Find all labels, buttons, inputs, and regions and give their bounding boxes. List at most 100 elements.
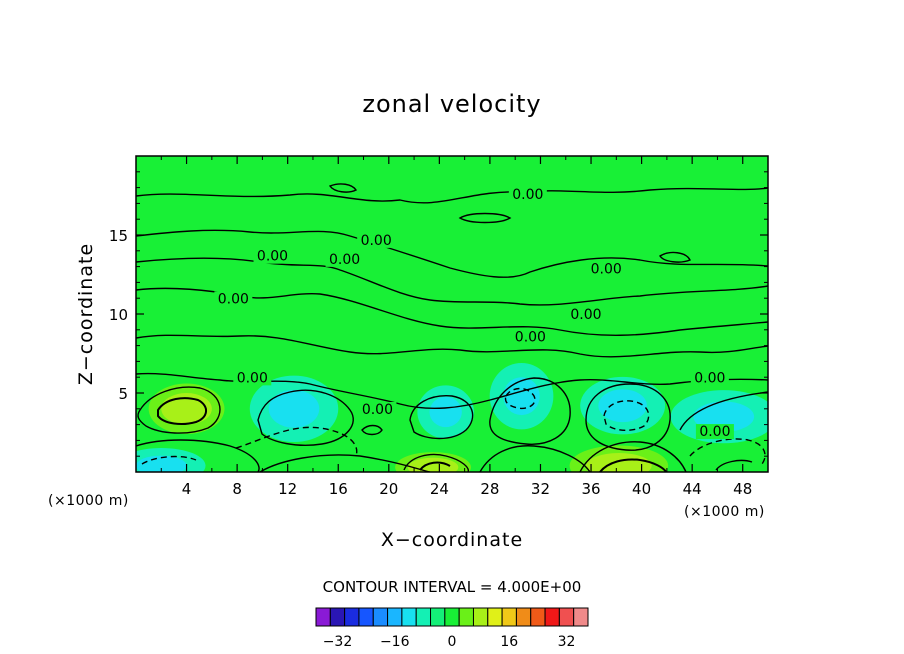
chart-title: zonal velocity <box>362 90 541 118</box>
contour-line <box>409 395 474 440</box>
x-tick-label: 44 <box>683 480 702 498</box>
field-core-negative-inner <box>429 396 462 428</box>
contour-line <box>136 229 768 278</box>
colorbar-swatch <box>387 607 403 627</box>
contour-label-bg <box>253 248 292 264</box>
contour-label-bg <box>695 424 734 440</box>
contour-line <box>585 383 671 451</box>
contour-line <box>235 426 358 457</box>
contour-label-text: 0.00 <box>362 402 393 418</box>
colorbar-tick-label: −16 <box>380 634 410 650</box>
contour-line <box>489 377 571 445</box>
y-axis-ticks: 5 10 15 <box>109 171 768 457</box>
contour-line <box>259 454 431 472</box>
colorbar-swatch <box>444 607 460 627</box>
field-core-negative-inner <box>268 389 320 428</box>
contour-label-text: 0.00 <box>570 307 601 323</box>
colorbar-swatch <box>401 607 417 627</box>
contour-label-bg <box>357 232 396 248</box>
colorbar-swatch <box>329 607 346 627</box>
contour-label-bg <box>566 307 605 323</box>
y-tick-label: 5 <box>118 385 128 403</box>
contour-lines <box>136 183 768 472</box>
contour-line <box>136 334 768 358</box>
colorbar-swatch <box>515 607 532 627</box>
contour-label-text: 0.00 <box>699 424 730 440</box>
x-tick-label: 48 <box>733 480 752 498</box>
x-tick-label: 8 <box>232 480 242 498</box>
contour-label-text: 0.00 <box>237 370 268 386</box>
contour-line <box>504 387 536 410</box>
contour-label: 0.00 <box>690 370 729 386</box>
colorbar-swatch <box>501 607 517 627</box>
colorbar-tick-labels: −32 −16 0 16 32 <box>323 634 576 650</box>
contour-label: 0.00 <box>587 261 626 277</box>
x-tick-label: 4 <box>182 480 192 498</box>
colorbar <box>315 607 589 627</box>
contour-line <box>659 251 691 263</box>
contour-line <box>458 212 512 224</box>
colorbar-swatch <box>558 607 575 627</box>
band-upper-light <box>136 156 768 190</box>
colorbar-tick-label: 0 <box>448 634 457 650</box>
contour-line <box>141 455 197 465</box>
contour-line <box>403 453 469 472</box>
contour-line <box>157 397 207 425</box>
x-tick-label: 12 <box>278 480 297 498</box>
y-tick-label: 15 <box>109 227 128 245</box>
contour-label: 0.00 <box>358 401 397 418</box>
contour-label-bg <box>233 370 272 386</box>
contour-label-bg <box>325 251 364 267</box>
colorbar-swatch <box>430 607 446 627</box>
field-core-positive-inner <box>407 457 459 472</box>
colorbar-swatch <box>415 607 432 627</box>
contour-line <box>689 438 766 465</box>
contour-label-text: 0.00 <box>361 233 392 249</box>
contour-line <box>137 386 221 434</box>
x-tick-label: 28 <box>480 480 499 498</box>
contour-label-text: 0.00 <box>591 261 622 277</box>
contour-label-text: 0.00 <box>257 249 288 265</box>
colorbar-swatch <box>573 607 589 627</box>
x-tick-label: 16 <box>329 480 348 498</box>
colorbar-swatch <box>344 607 360 627</box>
contour-labels: 0.000.000.000.000.000.000.000.000.00 0.00… <box>214 187 734 440</box>
contour-label: 0.00 <box>253 248 292 265</box>
contour-line <box>419 461 451 471</box>
contour-line <box>603 400 650 431</box>
y-unit-label: (×1000 m) <box>48 493 129 509</box>
contour-line <box>679 391 768 431</box>
colorbar-swatch <box>530 607 546 627</box>
x-tick-label: 24 <box>430 480 449 498</box>
contour-label-text: 0.00 <box>329 252 360 268</box>
y-axis-title: Z−coordinate <box>75 243 97 385</box>
contour-label-bg <box>358 401 397 417</box>
colorbar-tick-label: 16 <box>500 634 518 650</box>
contour-label: 0.00 <box>695 424 734 440</box>
contour-line <box>579 441 687 472</box>
x-tick-label: 40 <box>632 480 651 498</box>
contour-line <box>479 445 591 472</box>
colorbar-tick-label: −32 <box>323 634 353 650</box>
contour-label: 0.00 <box>511 329 550 345</box>
contour-label-text: 0.00 <box>218 291 249 307</box>
contour-label-bg <box>214 291 253 307</box>
x-unit-label: (×1000 m) <box>684 504 765 520</box>
contour-line <box>257 389 354 446</box>
x-axis-ticks: 4 8 12 16 20 24 28 32 36 40 44 48 <box>160 156 752 498</box>
contour-line <box>328 183 358 193</box>
contour-label-bg <box>587 261 626 277</box>
colorbar-swatch <box>487 607 503 627</box>
contour-interval-label: CONTOUR INTERVAL = 4.000E+00 <box>323 578 582 596</box>
contour-label: 0.00 <box>357 232 396 249</box>
contour-label: 0.00 <box>566 307 605 323</box>
contour-label: 0.00 <box>233 370 272 386</box>
contour-label-bg <box>508 187 547 203</box>
contour-label-text: 0.00 <box>515 329 546 345</box>
colorbar-tick-label: 32 <box>558 634 576 650</box>
contour-line <box>599 458 667 472</box>
x-tick-label: 36 <box>581 480 600 498</box>
contour-line <box>136 439 260 472</box>
contour-label: 0.00 <box>508 187 547 203</box>
